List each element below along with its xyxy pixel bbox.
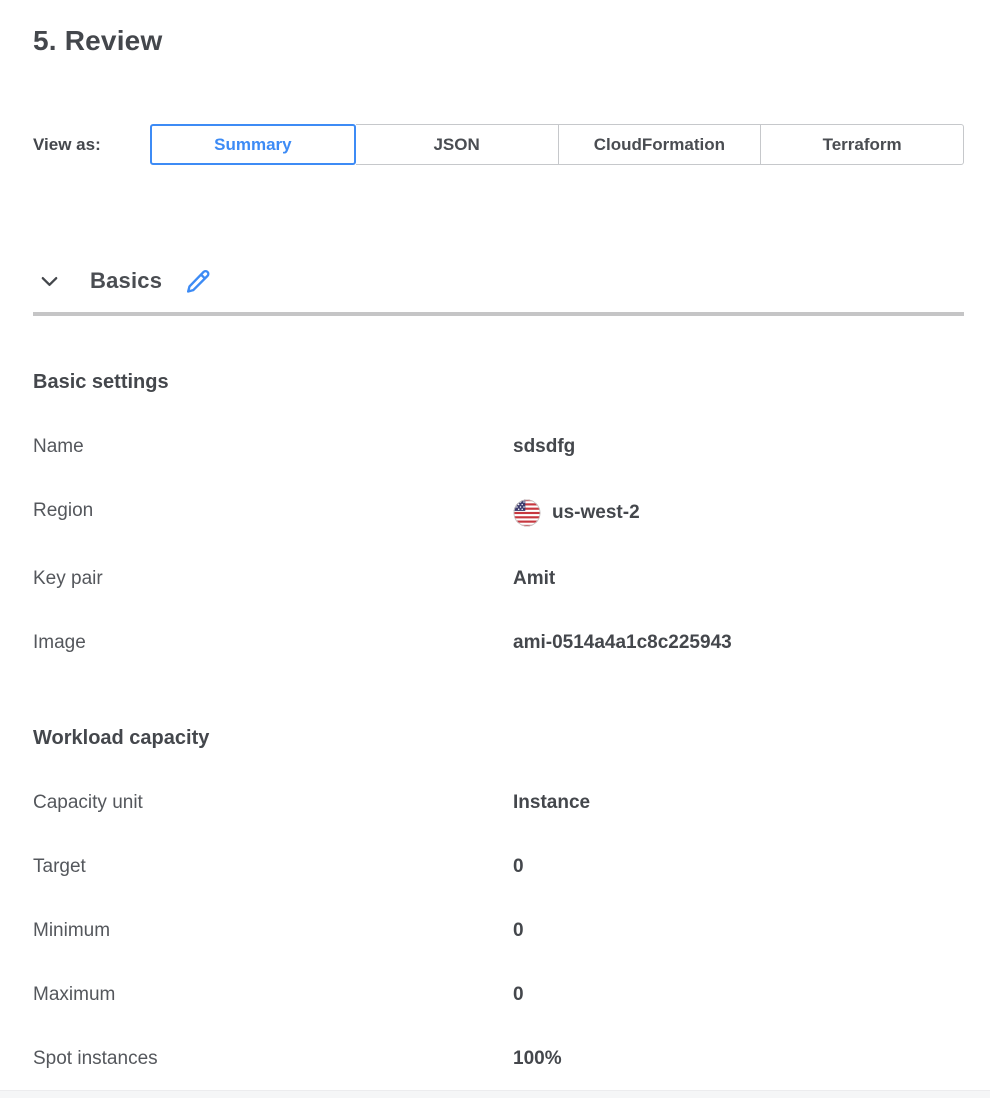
row-value: 0 <box>513 856 524 877</box>
row-value: us-west-2 <box>513 499 640 527</box>
row-label: Name <box>33 436 84 457</box>
region-value-text: us-west-2 <box>552 502 640 523</box>
row-label: Spot instances <box>33 1048 158 1069</box>
row-label: Target <box>33 856 86 877</box>
group-heading: Basic settings <box>33 371 169 393</box>
row-label: Image <box>33 632 86 653</box>
row-value: Instance <box>513 792 591 813</box>
row-label: Capacity unit <box>33 792 143 813</box>
row-value: sdsdfg <box>513 436 576 457</box>
row-label: Region <box>33 500 94 521</box>
basics-section-header: Basics <box>33 267 964 295</box>
workload-capacity-group: Workload capacity Capacity unit Instance… <box>33 725 964 1071</box>
summary-row-name: Name sdsdfg <box>33 435 964 459</box>
section-divider <box>33 312 964 316</box>
next-section-divider <box>0 1090 990 1098</box>
view-as-control: View as: Summary JSON CloudFormation Ter… <box>33 124 964 165</box>
summary-row-minimum: Minimum 0 <box>33 919 964 943</box>
summary-row-maximum: Maximum 0 <box>33 983 964 1007</box>
page-title: 5. Review <box>33 25 163 56</box>
summary-row-keypair: Key pair Amit <box>33 567 964 591</box>
row-value: 0 <box>513 984 524 1005</box>
basics-section-title: Basics <box>90 268 163 293</box>
chevron-down-icon[interactable] <box>37 269 61 293</box>
view-as-tabs: Summary JSON CloudFormation Terraform <box>150 124 964 165</box>
basic-settings-group: Basic settings Name sdsdfg Region <box>33 369 964 655</box>
summary-row-region: Region <box>33 499 964 527</box>
tab-json[interactable]: JSON <box>355 124 559 165</box>
tab-terraform[interactable]: Terraform <box>761 124 964 165</box>
summary-row-target: Target 0 <box>33 855 964 879</box>
row-value: 100% <box>513 1048 562 1069</box>
row-label: Minimum <box>33 920 111 941</box>
summary-row-spot-instances: Spot instances 100% <box>33 1047 964 1071</box>
tab-cloudformation[interactable]: CloudFormation <box>558 124 762 165</box>
summary-row-capacity-unit: Capacity unit Instance <box>33 791 964 815</box>
us-flag-icon <box>513 499 541 527</box>
pencil-icon[interactable] <box>184 267 212 295</box>
group-heading: Workload capacity <box>33 727 210 749</box>
summary-row-image: Image ami-0514a4a1c8c225943 <box>33 631 964 655</box>
row-value: 0 <box>513 920 524 941</box>
row-label: Key pair <box>33 568 103 589</box>
view-as-label: View as: <box>33 134 101 154</box>
row-label: Maximum <box>33 984 116 1005</box>
row-value: ami-0514a4a1c8c225943 <box>513 632 732 653</box>
tab-summary[interactable]: Summary <box>150 124 356 165</box>
row-value: Amit <box>513 568 556 589</box>
